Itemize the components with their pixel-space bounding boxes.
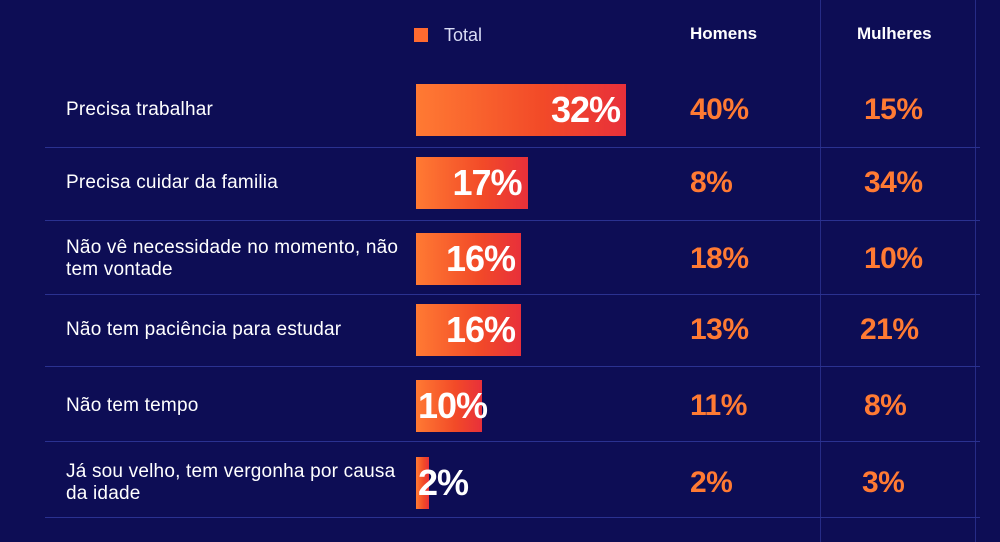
row-divider — [45, 441, 980, 442]
category-label: Precisa trabalhar — [66, 99, 214, 120]
total-bar — [416, 380, 482, 432]
total-bar — [416, 157, 528, 209]
total-bar — [416, 304, 521, 356]
category-label: Não tem tempo — [66, 395, 199, 416]
row-divider — [45, 220, 980, 221]
men-value: 40% — [690, 93, 749, 126]
column-header-women: Mulheres — [857, 24, 932, 43]
total-value-label: 2% — [418, 462, 469, 503]
category-label: Precisa cuidar da familia — [66, 172, 278, 193]
men-value: 13% — [690, 313, 749, 346]
legend-label: Total — [444, 24, 483, 45]
women-value: 10% — [864, 242, 923, 275]
women-value: 34% — [864, 166, 923, 199]
men-value: 11% — [690, 389, 747, 422]
grid-vertical-line — [975, 0, 976, 542]
total-value-label: 16% — [445, 309, 516, 350]
column-header-men: Homens — [690, 24, 758, 43]
total-bar — [416, 233, 521, 285]
women-value: 3% — [862, 466, 905, 499]
grid-vertical-line — [820, 0, 821, 542]
row-divider — [45, 366, 980, 367]
men-value: 18% — [690, 242, 749, 275]
category-label: Não tem paciência para estudar — [66, 319, 342, 340]
row-divider — [45, 147, 980, 148]
category-label: Já sou velho, tem vergonha por causa da … — [66, 461, 396, 504]
total-value-label: 17% — [452, 162, 523, 203]
women-value: 15% — [864, 93, 923, 126]
category-label: Não vê necessidade no momento, não tem v… — [66, 237, 399, 280]
total-bar — [416, 457, 430, 509]
women-value: 21% — [860, 313, 919, 346]
total-value-label: 10% — [418, 385, 488, 426]
total-bar — [416, 84, 626, 136]
men-value: 2% — [690, 466, 733, 499]
women-value: 8% — [864, 389, 907, 422]
men-value: 8% — [690, 166, 733, 199]
row-divider — [45, 517, 980, 518]
total-value-label: 32% — [550, 89, 621, 130]
total-value-label: 16% — [445, 238, 516, 279]
legend-swatch — [414, 28, 428, 42]
row-divider — [45, 294, 980, 295]
legend: Total — [414, 24, 482, 46]
